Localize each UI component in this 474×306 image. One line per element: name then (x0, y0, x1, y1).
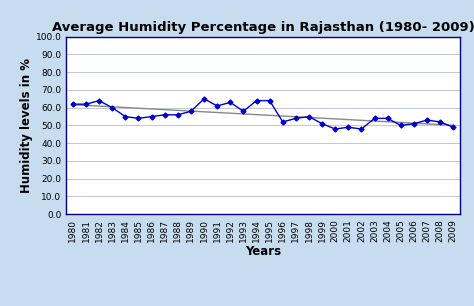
Title: Average Humidity Percentage in Rajasthan (1980- 2009): Average Humidity Percentage in Rajasthan… (52, 21, 474, 34)
Y-axis label: Humidity levels in %: Humidity levels in % (20, 58, 33, 193)
X-axis label: Years: Years (245, 245, 281, 258)
